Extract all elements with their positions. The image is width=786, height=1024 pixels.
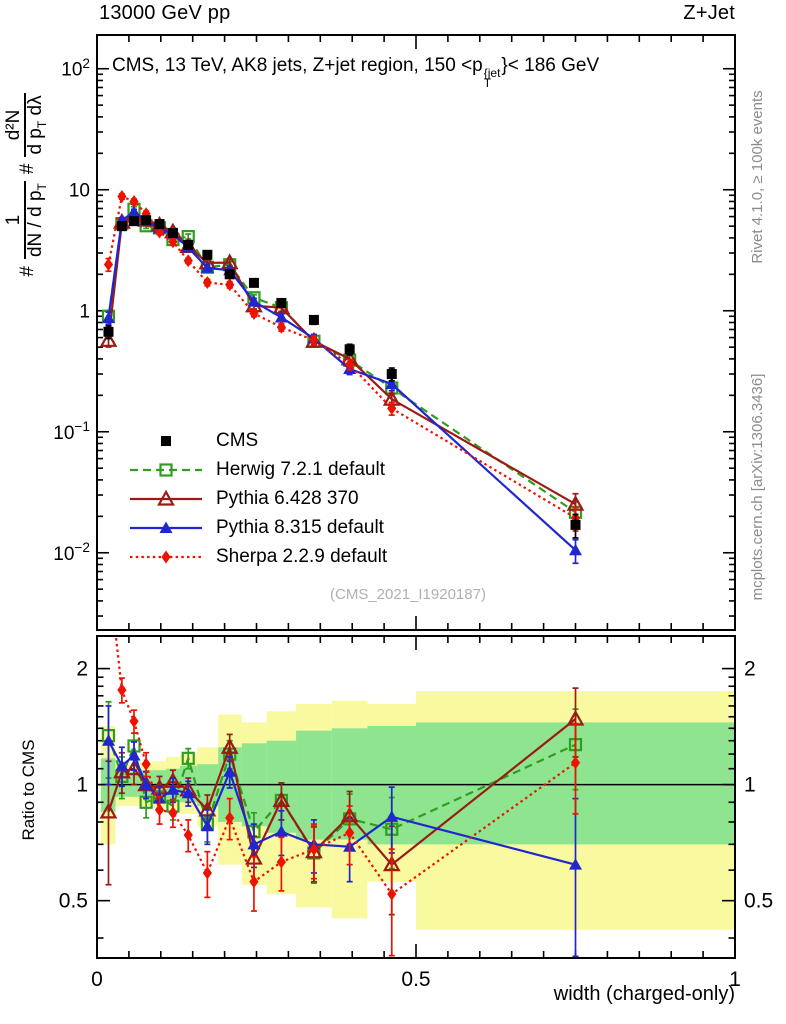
svg-text:10−2: 10−2	[53, 540, 90, 565]
pt-superscript-stack: {jet T	[483, 66, 501, 90]
x-axis-title: width (charged-only)	[553, 983, 735, 1005]
hash-symbol: #	[17, 163, 38, 175]
hash-symbol: #	[17, 266, 38, 277]
legend-label: CMS	[216, 429, 259, 451]
legend-item-pythia: Pythia 6.428 370	[128, 484, 387, 513]
svg-text:0.5: 0.5	[744, 890, 773, 913]
legend-marker-square-filled	[161, 435, 171, 446]
mcplots-reference-note: mcplots.cern.ch [arXiv:1306.3436]	[748, 373, 766, 601]
plot-title-suffix: }< 186 GeV	[501, 55, 600, 76]
fraction-2: d²N d pT dλ	[3, 93, 49, 157]
legend-marker-diamond-filled	[130, 550, 202, 563]
tick-labels: 102 10 1 10−1 10−2 2 2 1 1 0.5 0.5 0 0.5 1	[53, 56, 773, 991]
pt-sub: T	[483, 76, 492, 90]
pt-sup: {jet	[483, 66, 501, 80]
svg-text:10−1: 10−1	[53, 419, 90, 444]
beam-energy-label: 13000 GeV pp	[99, 2, 231, 24]
legend: CMS Herwig 7.2.1 default Pythia 6.428 370 P…	[128, 426, 387, 571]
legend-label: Pythia 6.428 370	[216, 487, 359, 509]
legend-marker-triangle-filled	[130, 521, 202, 533]
series-ratio-sherpa	[114, 636, 581, 957]
legend-item-pythia: Pythia 8.315 default	[128, 513, 387, 542]
svg-text:1: 1	[729, 968, 741, 991]
legend-marker-square-open	[130, 462, 202, 477]
svg-text:0: 0	[91, 968, 103, 991]
legend-item-sherpa: Sherpa 2.2.9 default	[128, 542, 387, 571]
svg-text:10: 10	[69, 181, 90, 202]
main-y-axis-title: # 1 dN / d pT # d²N d pT dλ	[0, 5, 58, 365]
legend-marker-triangle-open	[130, 489, 202, 506]
legend-label: Pythia 8.315 default	[216, 516, 384, 538]
fraction-1: 1 dN / d pT	[3, 181, 49, 260]
svg-text:102: 102	[61, 56, 90, 81]
legend-label: Sherpa 2.2.9 default	[216, 545, 388, 567]
svg-text:0.5: 0.5	[401, 968, 430, 991]
svg-text:2: 2	[744, 658, 756, 681]
series-main-cms	[103, 215, 581, 539]
svg-text:1: 1	[79, 302, 90, 323]
analysis-id-watermark: (CMS_2021_I1920187)	[330, 586, 486, 603]
svg-text:1: 1	[76, 774, 88, 797]
legend-label: Herwig 7.2.1 default	[216, 458, 385, 480]
svg-text:0.5: 0.5	[59, 890, 88, 913]
main-panel-frame	[96, 34, 736, 631]
legend-item-herwig: Herwig 7.2.1 default	[128, 455, 387, 484]
process-label: Z+Jet	[683, 2, 735, 24]
plot-title: CMS, 13 TeV, AK8 jets, Z+jet region, 150…	[112, 55, 600, 90]
ratio-panel-frame	[96, 635, 736, 959]
ratio-y-axis-title: Ratio to CMS	[19, 739, 38, 841]
svg-text:1: 1	[744, 774, 756, 797]
legend-item-cms: CMS	[128, 426, 387, 455]
svg-text:2: 2	[76, 658, 88, 681]
uncertainty-bands	[100, 690, 735, 930]
plot-title-text: CMS, 13 TeV, AK8 jets, Z+jet region, 150…	[112, 55, 483, 76]
rivet-version-note: Rivet 4.1.0, ≥ 100k events	[748, 90, 766, 264]
